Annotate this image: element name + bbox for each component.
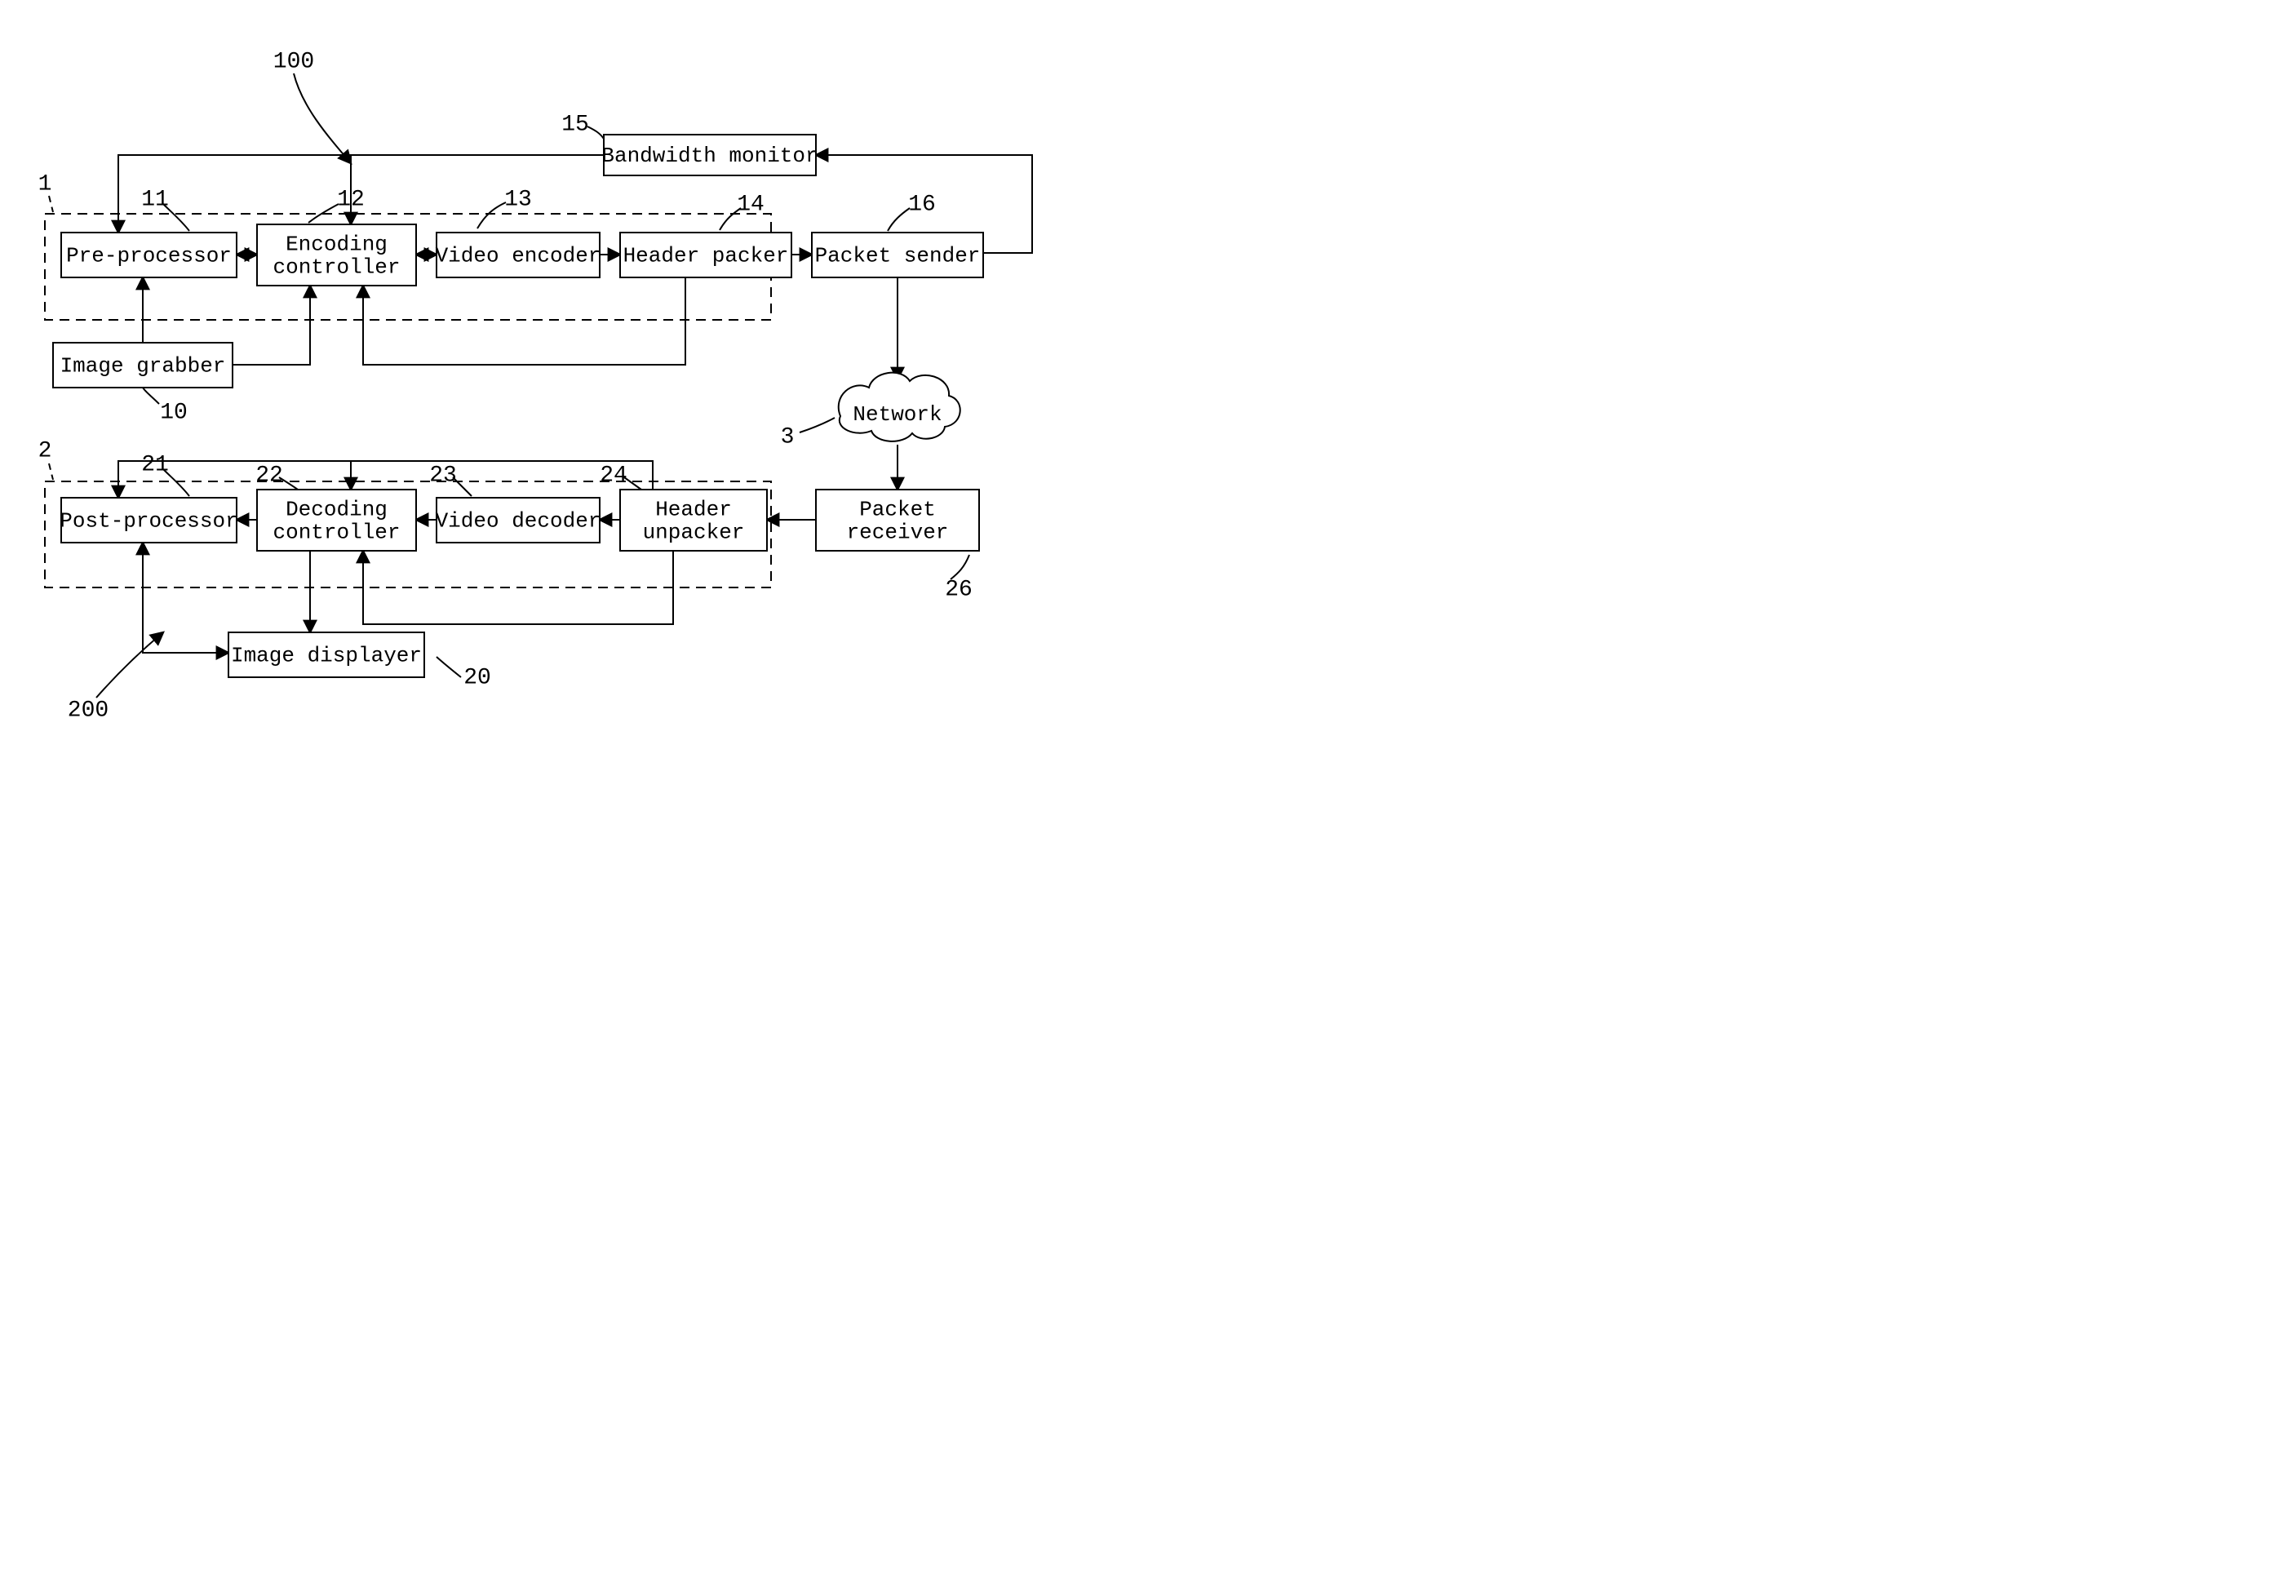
num-10: 10: [160, 400, 188, 425]
label-24-b: unpacker: [643, 520, 745, 544]
label-12-a: Encoding: [286, 232, 388, 256]
leader-n1: [49, 196, 53, 212]
num-15: 15: [561, 112, 589, 137]
num-13: 13: [504, 187, 532, 212]
num-200: 200: [68, 698, 109, 723]
leader-n2: [49, 463, 53, 480]
num-20: 20: [463, 665, 491, 690]
label-20: Image displayer: [231, 643, 422, 667]
num-1: 1: [38, 171, 52, 197]
label-14: Header packer: [623, 243, 789, 268]
label-11: Pre-processor: [66, 243, 232, 268]
edge-n10-n12: [233, 286, 310, 365]
diagram-canvas: Image grabberPre-processorEncodingcontro…: [0, 0, 1148, 798]
leader-n26: [951, 555, 969, 579]
num-2: 2: [38, 438, 52, 463]
edge-n21-n20: [143, 543, 228, 653]
label-24-a: Header: [655, 497, 732, 521]
label-10: Image grabber: [60, 353, 226, 378]
label-26-b: receiver: [847, 520, 949, 544]
leader-n200: [96, 632, 163, 698]
num-24: 24: [600, 463, 627, 488]
label-21: Post-processor: [60, 508, 237, 533]
leader-n20: [437, 657, 461, 677]
label-22-b: controller: [273, 520, 400, 544]
label-16: Packet sender: [815, 243, 981, 268]
leader-n15: [587, 126, 604, 139]
num-3: 3: [781, 424, 795, 450]
num-100: 100: [273, 49, 314, 74]
edge-n14-n12: [363, 277, 685, 365]
leader-n3: [800, 418, 835, 432]
num-21: 21: [141, 452, 169, 477]
label-23: Video decoder: [436, 508, 601, 533]
leader-n10: [143, 388, 159, 404]
leader-n13: [477, 202, 506, 228]
label-26-a: Packet: [859, 497, 936, 521]
label-13: Video encoder: [436, 243, 601, 268]
leader-n16: [888, 208, 910, 231]
label-12-b: controller: [273, 255, 400, 279]
num-22: 22: [255, 463, 283, 488]
label-22-a: Decoding: [286, 497, 388, 521]
label-15: Bandwidth monitor: [601, 144, 818, 168]
num-26: 26: [945, 577, 973, 602]
num-14: 14: [737, 192, 765, 217]
num-11: 11: [141, 187, 169, 212]
num-12: 12: [337, 187, 365, 212]
num-16: 16: [908, 192, 936, 217]
network-label: Network: [853, 402, 942, 427]
leader-n100: [294, 73, 351, 163]
num-23: 23: [429, 463, 457, 488]
